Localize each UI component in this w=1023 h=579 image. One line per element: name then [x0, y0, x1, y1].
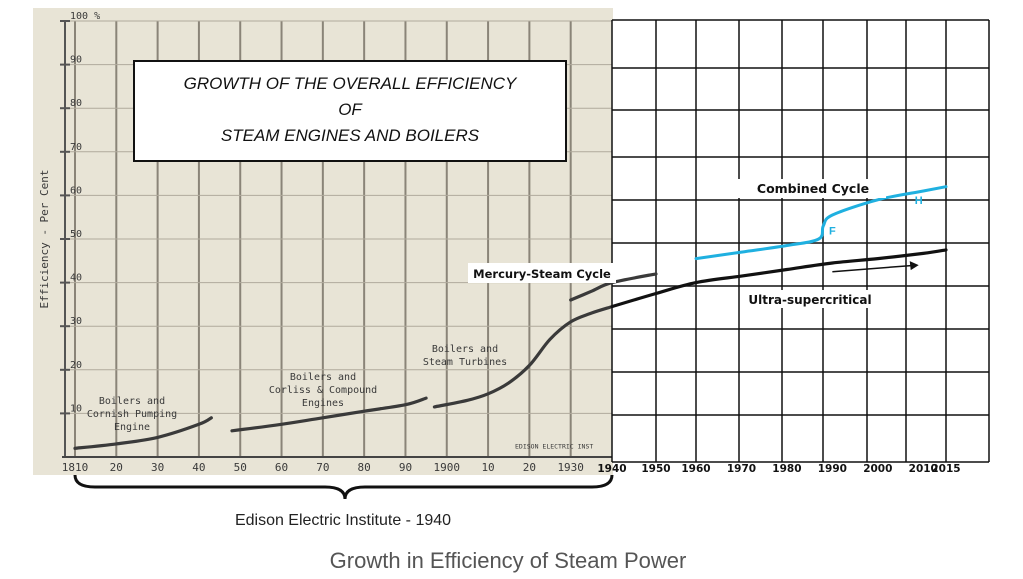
annotation-h: H: [915, 195, 923, 207]
x-tick-label-new: 1980: [772, 463, 801, 475]
corliss-engine-curve: [230, 396, 428, 433]
mercury-label-box: [468, 263, 616, 283]
steam-turbine-curve: [432, 305, 614, 409]
combined-cycle-curve: [694, 185, 948, 261]
mercury-steam-curve: [569, 272, 658, 302]
steam-turbine-label: Steam Turbines: [423, 357, 507, 368]
x-tick-label-new: 2010: [909, 463, 938, 475]
steam-turbine-label: Boilers and: [432, 344, 498, 355]
x-tick-label-old: 60: [275, 461, 288, 474]
annotation-f: F: [829, 226, 836, 238]
x-tick-label-old: 20: [110, 461, 123, 474]
chart-title-line-3: STEAM ENGINES AND BOILERS: [221, 126, 480, 145]
ultra-supercritical-label: Ultra-supercritical: [748, 293, 871, 307]
y-tick-label: 90: [70, 55, 82, 66]
y-tick-label: 50: [70, 229, 82, 240]
y-tick-label: 40: [70, 273, 82, 284]
y-tick-label: 80: [70, 98, 82, 109]
x-tick-label-new: 2000: [863, 463, 892, 475]
x-tick-label-new: 1960: [681, 463, 710, 475]
chart-title-line-2: OF: [338, 100, 363, 119]
corliss-engine-label: Engines: [302, 398, 344, 409]
figure-caption: Growth in Efficiency of Steam Power: [330, 548, 687, 573]
chart-title-line-1: GROWTH OF THE OVERALL EFFICIENCY: [184, 74, 518, 93]
x-tick-label-old: 1810: [62, 461, 89, 474]
x-tick-label-old: 40: [192, 461, 205, 474]
cornish-engine-label: Cornish Pumping: [87, 409, 177, 420]
ultra-supercritical-curve: [610, 248, 948, 309]
y-tick-label: 60: [70, 185, 82, 196]
edison-brace: [73, 474, 614, 500]
y-tick-label: 30: [70, 316, 82, 327]
trend-arrow-shaft: [832, 264, 913, 273]
x-tick-label-old: 80: [358, 461, 371, 474]
x-tick-label-old: 90: [399, 461, 412, 474]
y-axis-label: Efficiency - Per Cent: [38, 169, 51, 308]
x-tick-label-old: 10: [481, 461, 494, 474]
x-tick-label-old: 70: [316, 461, 329, 474]
y-tick-label: 70: [70, 142, 82, 153]
x-tick-label-new: 1940: [597, 463, 626, 475]
x-tick-label-old: 1900: [434, 461, 461, 474]
x-tick-label-old: 20: [523, 461, 536, 474]
corliss-engine-label: Corliss & Compound: [269, 385, 377, 396]
combined-label-box: [738, 179, 886, 198]
corliss-engine-label: Boilers and: [290, 372, 356, 383]
efficiency-curves: [73, 185, 948, 450]
cornish-engine-curve: [73, 416, 213, 450]
x-tick-label-old: 50: [234, 461, 247, 474]
y-tick-label: 20: [70, 360, 82, 371]
combined-cycle-label: Combined Cycle: [757, 181, 869, 196]
ultra-label-box: [740, 290, 888, 308]
x-tick-label-old: 1930: [557, 461, 584, 474]
curve-labels: Boilers and Cornish Pumping Engine Boilers …: [87, 179, 923, 450]
x-tick-label-new: 1990: [818, 463, 847, 475]
cornish-engine-label: Engine: [114, 422, 150, 433]
cornish-engine-label: Boilers and: [99, 396, 165, 407]
y-tick-label: 10: [70, 403, 82, 414]
chart-title-box: GROWTH OF THE OVERALL EFFICIENCY OF STEA…: [133, 60, 567, 162]
x-tick-label-new: 2015: [931, 463, 960, 475]
y-tick-label: 100 %: [70, 11, 100, 22]
x-tick-label-new: 1970: [727, 463, 756, 475]
x-tick-label-new: 1950: [641, 463, 670, 475]
x-tick-label-old: 30: [151, 461, 164, 474]
brace-label: Edison Electric Institute - 1940: [235, 512, 451, 529]
trend-arrow-head: [909, 261, 919, 271]
modern-chart-background: [612, 20, 989, 462]
edison-inst-annotation: EDISON ELECTRIC INST: [515, 442, 593, 450]
mercury-steam-label: Mercury-Steam Cycle: [473, 267, 611, 281]
